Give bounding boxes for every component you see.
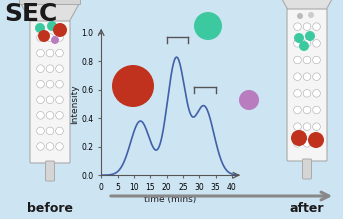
Circle shape — [37, 80, 44, 88]
Circle shape — [112, 65, 154, 107]
Circle shape — [303, 123, 311, 131]
Circle shape — [308, 132, 324, 148]
Circle shape — [294, 123, 301, 131]
Circle shape — [56, 34, 63, 41]
Circle shape — [303, 73, 311, 80]
FancyBboxPatch shape — [303, 159, 311, 179]
Circle shape — [294, 106, 301, 114]
Circle shape — [46, 127, 54, 135]
Circle shape — [37, 49, 44, 57]
Circle shape — [56, 111, 63, 119]
Circle shape — [56, 80, 63, 88]
Circle shape — [37, 96, 44, 104]
Circle shape — [37, 127, 44, 135]
Polygon shape — [21, 4, 79, 22]
Circle shape — [51, 36, 59, 44]
Circle shape — [294, 23, 301, 30]
Circle shape — [294, 40, 301, 47]
Circle shape — [291, 130, 307, 146]
Circle shape — [56, 143, 63, 150]
Circle shape — [313, 40, 320, 47]
Circle shape — [37, 111, 44, 119]
Circle shape — [56, 49, 63, 57]
Circle shape — [303, 140, 311, 147]
Circle shape — [297, 13, 303, 19]
Circle shape — [313, 140, 320, 147]
Circle shape — [294, 56, 301, 64]
Circle shape — [305, 31, 315, 41]
Circle shape — [303, 40, 311, 47]
Circle shape — [303, 56, 311, 64]
Circle shape — [239, 90, 259, 110]
FancyBboxPatch shape — [46, 161, 55, 181]
Circle shape — [37, 143, 44, 150]
X-axis label: time (mins): time (mins) — [144, 195, 196, 204]
Circle shape — [46, 49, 54, 57]
Circle shape — [299, 41, 309, 51]
Circle shape — [56, 96, 63, 104]
Circle shape — [37, 34, 44, 41]
FancyBboxPatch shape — [20, 0, 81, 5]
Text: SEC: SEC — [4, 2, 57, 26]
Circle shape — [46, 65, 54, 72]
Circle shape — [35, 23, 45, 33]
Circle shape — [46, 143, 54, 150]
Circle shape — [37, 65, 44, 72]
Circle shape — [38, 30, 50, 42]
Circle shape — [46, 96, 54, 104]
Circle shape — [47, 21, 57, 31]
Circle shape — [303, 23, 311, 30]
Circle shape — [56, 65, 63, 72]
Circle shape — [294, 73, 301, 80]
Circle shape — [303, 90, 311, 97]
Text: after: after — [290, 202, 324, 215]
Text: before: before — [27, 202, 73, 215]
Circle shape — [313, 56, 320, 64]
Circle shape — [308, 12, 314, 18]
Circle shape — [313, 73, 320, 80]
Circle shape — [53, 23, 67, 37]
Circle shape — [46, 111, 54, 119]
Circle shape — [294, 140, 301, 147]
Y-axis label: Intensity: Intensity — [70, 84, 79, 124]
Circle shape — [56, 127, 63, 135]
Circle shape — [303, 106, 311, 114]
FancyBboxPatch shape — [287, 9, 327, 161]
Circle shape — [194, 12, 222, 40]
FancyBboxPatch shape — [30, 21, 70, 163]
Polygon shape — [278, 0, 336, 10]
Circle shape — [294, 33, 304, 43]
Circle shape — [313, 90, 320, 97]
Circle shape — [313, 23, 320, 30]
Circle shape — [313, 123, 320, 131]
Circle shape — [313, 106, 320, 114]
Circle shape — [46, 80, 54, 88]
Circle shape — [46, 34, 54, 41]
Circle shape — [294, 90, 301, 97]
